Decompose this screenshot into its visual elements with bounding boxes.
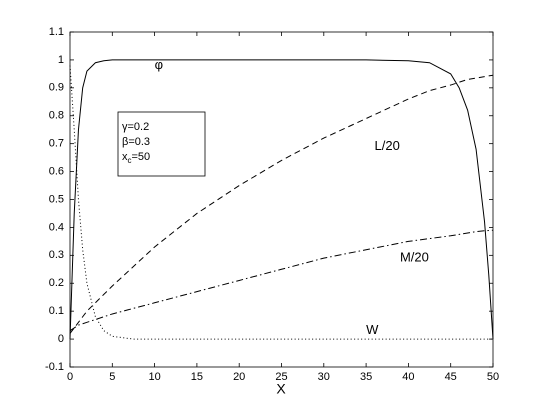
x-tick-label: 5 xyxy=(109,371,115,383)
parameter-value: =50 xyxy=(132,151,151,163)
x-tick-label: 0 xyxy=(67,371,73,383)
x-tick-label: 50 xyxy=(487,371,499,383)
parameter-symbol: β xyxy=(122,136,128,148)
x-tick-label: 10 xyxy=(148,371,160,383)
y-tick-label: 0 xyxy=(58,333,64,345)
x-tick-label: 45 xyxy=(445,371,457,383)
y-tick-label: 0.1 xyxy=(49,305,64,317)
parameter-subscript: c xyxy=(128,156,132,165)
parameter-text: β=0.3 xyxy=(122,136,150,148)
x-tick-label: 20 xyxy=(233,371,245,383)
x-tick-label: 25 xyxy=(275,371,287,383)
y-tick-label: 0.9 xyxy=(49,82,64,94)
x-axis-label: X xyxy=(276,381,286,397)
parameter-box xyxy=(117,111,206,177)
parameter-text: xc=50 xyxy=(122,151,150,165)
parameter-value: =0.3 xyxy=(128,136,150,148)
series-line xyxy=(69,229,494,332)
y-tick-label: 0.5 xyxy=(49,193,64,205)
series-label: φ xyxy=(155,57,163,72)
series-label: W xyxy=(366,322,379,337)
y-tick-label: -0.1 xyxy=(45,361,64,373)
x-tick-label: 40 xyxy=(402,371,414,383)
series-line xyxy=(69,65,493,340)
x-tick-label: 30 xyxy=(318,371,330,383)
parameter-symbol: x xyxy=(122,151,128,163)
series-line xyxy=(69,74,494,334)
x-tick-label: 35 xyxy=(360,371,372,383)
y-tick-label: 1 xyxy=(58,54,64,66)
series-label: M/20 xyxy=(400,250,429,265)
series-line xyxy=(69,59,494,340)
y-tick-label: 0.2 xyxy=(49,277,64,289)
y-tick-label: 0.8 xyxy=(49,110,64,122)
y-tick-label: 1.1 xyxy=(49,26,64,38)
parameter-value: =0.2 xyxy=(128,121,150,133)
y-tick-label: 0.6 xyxy=(49,165,64,177)
series-label: L/20 xyxy=(375,138,400,153)
y-tick-label: 0.4 xyxy=(49,221,64,233)
parameter-symbol: γ xyxy=(122,121,128,133)
y-tick-label: 0.3 xyxy=(49,249,64,261)
x-tick-label: 15 xyxy=(191,371,203,383)
parameter-text: γ=0.2 xyxy=(122,121,149,133)
plot-frame xyxy=(69,31,494,368)
y-tick-label: 0.7 xyxy=(49,138,64,150)
